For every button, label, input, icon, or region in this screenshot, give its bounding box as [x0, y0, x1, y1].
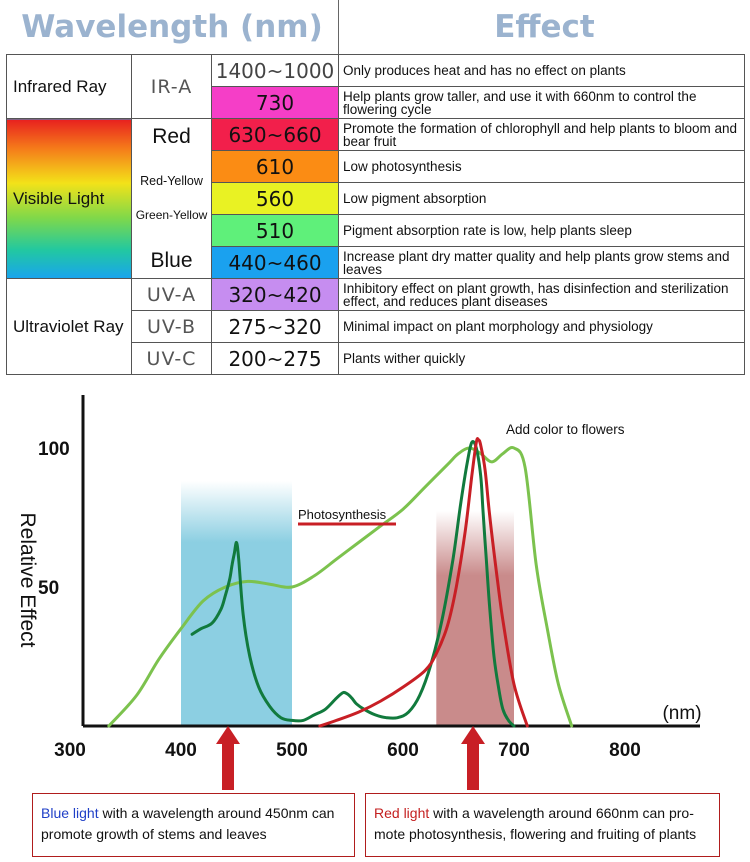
- wavelength-cell: 200~275: [211, 342, 339, 375]
- band-ir-a: IR-A: [131, 54, 212, 119]
- effect-cell: Promote the formation of chlorophyll and…: [338, 118, 745, 151]
- table-row: Infrared Ray IR-A 1400~1000 Only produce…: [6, 54, 745, 119]
- category-ultraviolet: Ultraviolet Ray: [6, 278, 132, 375]
- blue-light-note: Blue light with a wavelength around 450n…: [32, 793, 355, 857]
- wavelength-cell: 1400~1000: [211, 54, 339, 87]
- header-divider: [338, 0, 339, 54]
- y-tick-label: 50: [38, 578, 59, 599]
- wavelength-cell: 610: [211, 150, 339, 183]
- red-light-text: with a wavelength around 660nm can pro-m…: [374, 805, 697, 842]
- effect-cell: Increase plant dry matter quality and he…: [338, 246, 745, 279]
- category-visible-light: Visible Light: [6, 118, 132, 279]
- effect-cell: Help plants grow taller, and use it with…: [338, 86, 745, 119]
- series-line-3: [318, 437, 529, 728]
- x-axis-label: (nm): [662, 703, 701, 724]
- annotation-photosynthesis: Photosynthesis: [298, 507, 387, 522]
- band-green-yellow: Green-Yellow: [135, 208, 208, 222]
- table-row: 510 Pigment absorption rate is low, help…: [7, 214, 745, 247]
- wavelength-header: Wavelength (nm): [21, 9, 323, 45]
- series-line-2: [190, 440, 516, 728]
- series-line-1: [107, 445, 574, 728]
- table-row: 610 Low photosynthesis: [7, 150, 745, 183]
- band-uv-b: UV-B: [131, 310, 212, 343]
- effect-cell: Pigment absorption rate is low, help pla…: [338, 214, 745, 247]
- shaded-region: [181, 481, 292, 726]
- y-tick-label: 100: [38, 439, 70, 460]
- band-red: Red: [152, 125, 191, 148]
- x-tick-label: 300: [54, 740, 86, 761]
- category-infrared: Infrared Ray: [6, 54, 132, 119]
- wavelength-cell: 730: [211, 86, 339, 119]
- effect-cell: Inhibitory effect on plant growth, has d…: [338, 278, 745, 311]
- table-row: 730 Help plants grow taller, and use it …: [7, 86, 745, 119]
- x-tick-label: 700: [498, 740, 530, 761]
- table-row: UV-C 200~275 Plants wither quickly: [7, 342, 745, 375]
- band-blue: Blue: [150, 249, 193, 272]
- effect-cell: Low photosynthesis: [338, 150, 745, 183]
- blue-light-highlight: Blue light: [41, 805, 99, 821]
- table-row: Ultraviolet Ray UV-A 320~420 Inhibitory …: [6, 278, 745, 375]
- wavelength-cell: 630~660: [211, 118, 339, 151]
- table-row: Visible Light Red Red-Yellow Green-Yello…: [6, 118, 745, 279]
- band-red-yellow: Red-Yellow: [140, 174, 203, 188]
- spectrum-table: Infrared Ray IR-A 1400~1000 Only produce…: [6, 54, 745, 375]
- band-uv-c: UV-C: [131, 342, 212, 375]
- y-axis-label: Relative Effect: [16, 512, 39, 647]
- relative-effect-chart: 300 400 500 600 700 800 50 100 (nm) Relative Effe…: [16, 395, 702, 790]
- effect-cell: Only produces heat and has no effect on …: [338, 54, 745, 87]
- x-tick-label: 400: [165, 740, 197, 761]
- wavelength-cell: 560: [211, 182, 339, 215]
- blue-band-arrow: [216, 726, 240, 790]
- x-tick-label: 800: [609, 740, 641, 761]
- wavelength-cell: 275~320: [211, 310, 339, 343]
- effect-cell: Low pigment absorption: [338, 182, 745, 215]
- red-band-arrow: [461, 726, 485, 790]
- table-row: 440~460 Increase plant dry matter qualit…: [7, 246, 745, 279]
- band-uv-a: UV-A: [131, 278, 212, 311]
- annotation-add-color: Add color to flowers: [506, 422, 625, 437]
- x-tick-label: 500: [276, 740, 308, 761]
- wavelength-cell: 440~460: [211, 246, 339, 279]
- effect-cell: Plants wither quickly: [338, 342, 745, 375]
- visible-bands-cell: Red Red-Yellow Green-Yellow Blue: [131, 118, 212, 279]
- effect-cell: Minimal impact on plant morphology and p…: [338, 310, 745, 343]
- effect-header: Effect: [494, 9, 595, 45]
- wavelength-cell: 320~420: [211, 278, 339, 311]
- x-tick-label: 600: [387, 740, 419, 761]
- wavelength-cell: 510: [211, 214, 339, 247]
- blue-light-text: with a wavelength around 450nm can promo…: [41, 805, 335, 842]
- table-row: UV-B 275~320 Minimal impact on plant mor…: [7, 310, 745, 343]
- table-row: 560 Low pigment absorption: [7, 182, 745, 215]
- red-light-note: Red light with a wavelength around 660nm…: [365, 793, 720, 857]
- red-light-highlight: Red light: [374, 805, 430, 821]
